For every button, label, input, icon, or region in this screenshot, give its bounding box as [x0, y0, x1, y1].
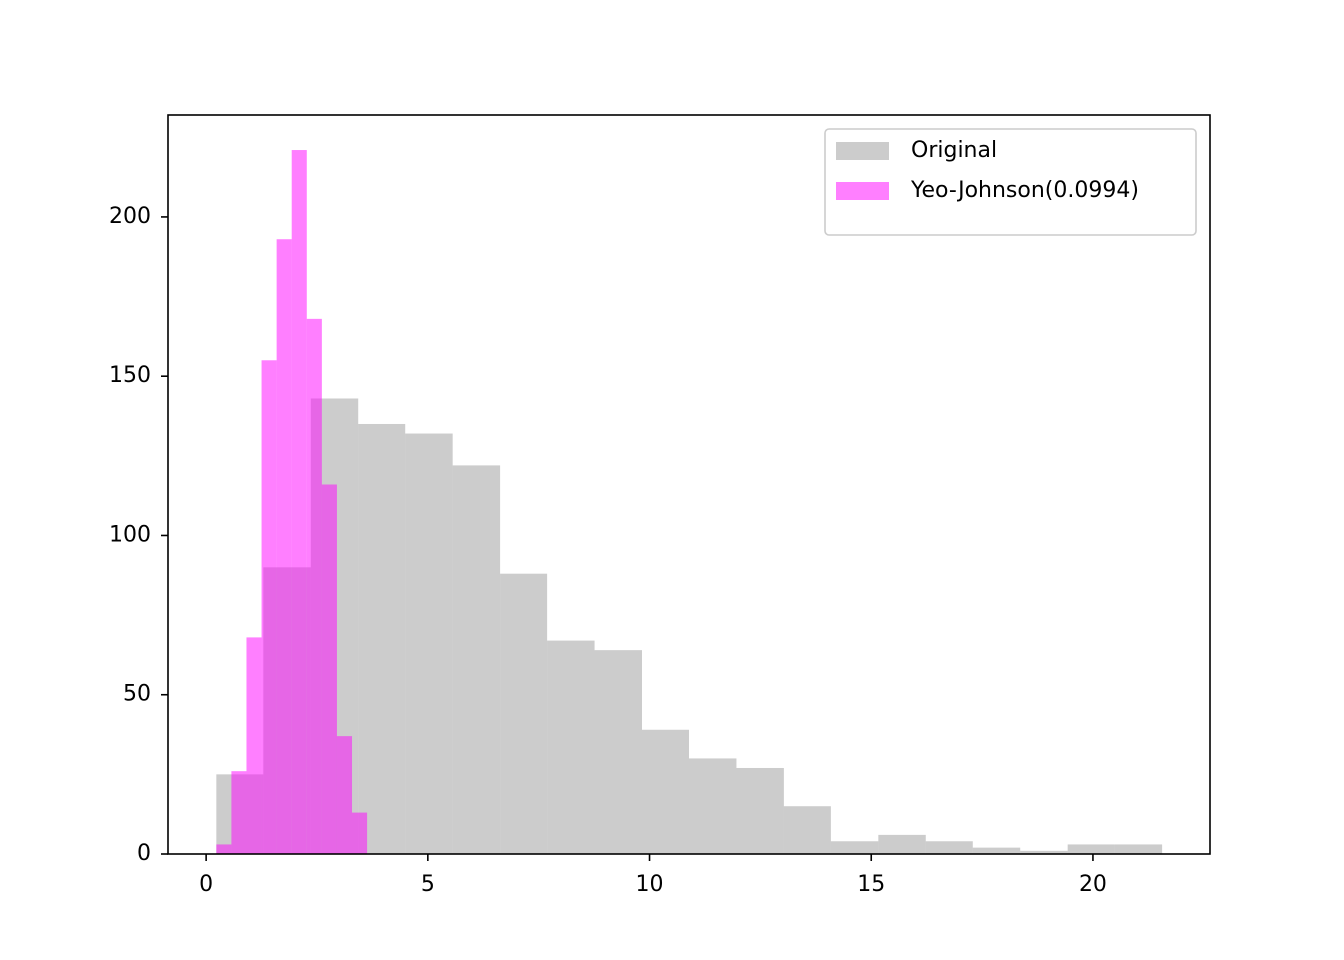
histogram-bar	[878, 834, 926, 854]
histogram-bar	[276, 239, 292, 854]
legend-swatch	[836, 182, 889, 200]
y-tick-label: 100	[109, 522, 151, 547]
legend: Original Yeo-Johnson(0.0994)	[824, 128, 1197, 236]
histogram-bar	[246, 637, 262, 854]
histogram-bar	[306, 318, 322, 854]
histogram-bar	[925, 841, 973, 854]
histogram-bar	[689, 758, 737, 854]
histogram-bar	[594, 650, 642, 854]
histogram-bar	[405, 433, 453, 854]
histogram-bar	[216, 844, 232, 854]
histogram-bar	[336, 736, 353, 854]
histogram-bar	[547, 640, 595, 854]
histogram-bar	[1020, 850, 1068, 854]
plot-frame	[167, 114, 1211, 855]
x-tick-label: 10	[636, 872, 664, 897]
histogram-bar	[972, 847, 1021, 854]
legend-label: Original	[911, 138, 997, 163]
histogram-bar	[1114, 844, 1163, 854]
histogram-bar	[452, 465, 501, 854]
y-tick-label: 0	[137, 841, 151, 866]
histogram-bar	[231, 771, 247, 854]
x-tick-label: 15	[857, 872, 885, 897]
x-tick-label: 0	[199, 872, 213, 897]
x-tick-label: 20	[1079, 872, 1107, 897]
histogram-bar	[500, 573, 548, 854]
histogram-bar	[321, 484, 337, 854]
y-tick-label: 50	[123, 682, 151, 707]
histogram-bar	[1067, 844, 1115, 854]
x-tick-label: 5	[421, 872, 435, 897]
legend-swatch	[836, 142, 889, 160]
legend-box	[824, 128, 1197, 236]
histogram-bar	[261, 360, 277, 854]
histogram-bar	[830, 841, 879, 854]
legend-label: Yeo-Johnson(0.0994)	[910, 178, 1139, 203]
y-tick-label: 200	[109, 204, 151, 229]
histogram-bar	[783, 806, 831, 854]
histogram-bar	[352, 812, 368, 854]
histogram-bar	[641, 729, 689, 854]
histogram-bar	[358, 423, 406, 854]
histogram-bar	[736, 767, 784, 854]
histogram-bar	[291, 150, 307, 854]
y-tick-label: 150	[109, 363, 151, 388]
